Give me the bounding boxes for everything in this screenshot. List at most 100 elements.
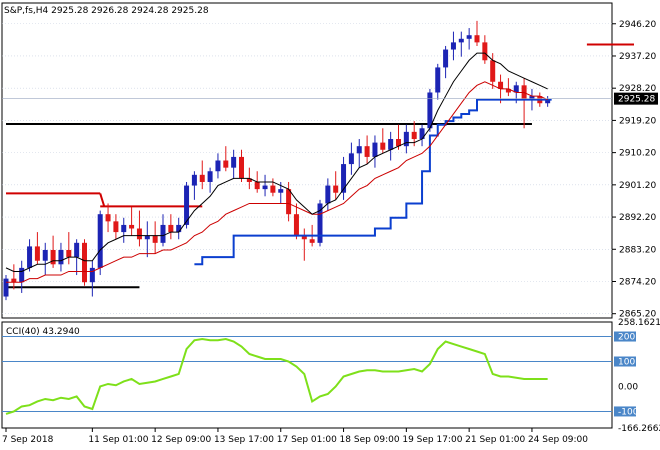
candle[interactable] — [34, 232, 40, 265]
candle[interactable] — [435, 63, 441, 100]
candle[interactable] — [450, 31, 456, 61]
candle[interactable] — [11, 264, 17, 290]
candle[interactable] — [66, 232, 72, 265]
cci-tick-label: 0.00 — [618, 382, 638, 392]
candle[interactable] — [58, 242, 64, 272]
candle-body — [19, 267, 25, 283]
candle[interactable] — [129, 207, 135, 236]
candle[interactable] — [317, 199, 323, 247]
time-tick-label: 19 Sep 17:00 — [402, 435, 462, 445]
candle[interactable] — [356, 139, 362, 168]
cci-panel — [2, 336, 612, 415]
candle[interactable] — [239, 149, 244, 182]
candle[interactable] — [207, 167, 213, 193]
candle-body — [419, 128, 425, 140]
cci-panel-frame — [1, 321, 613, 429]
candle[interactable] — [97, 210, 103, 276]
candle[interactable] — [301, 228, 307, 261]
candle-body — [278, 189, 284, 193]
cci-level-tag — [614, 406, 636, 417]
candle[interactable] — [144, 221, 150, 258]
candle-body — [262, 185, 268, 190]
last-price-value: 2925.28 — [618, 95, 655, 105]
candle-body — [97, 214, 103, 268]
level-connector — [99, 193, 106, 207]
candle[interactable] — [152, 221, 158, 254]
time-tick-label: 11 Sep 01:00 — [88, 435, 148, 445]
candle-body — [231, 156, 237, 168]
candle-body — [74, 242, 80, 258]
candle[interactable] — [490, 53, 496, 89]
candle[interactable] — [443, 45, 449, 79]
candle[interactable] — [545, 96, 551, 107]
candle[interactable] — [482, 35, 488, 64]
candle-body — [11, 278, 17, 283]
candle[interactable] — [333, 171, 339, 200]
price-tick-label: 2946.20 — [619, 20, 656, 30]
candle[interactable] — [403, 124, 409, 154]
candle[interactable] — [427, 88, 433, 132]
candle[interactable] — [42, 242, 48, 276]
candle[interactable] — [262, 174, 268, 197]
candle[interactable] — [293, 203, 299, 240]
candle[interactable] — [89, 260, 95, 297]
candle-body — [372, 142, 378, 157]
time-tick-label: 24 Sep 09:00 — [528, 435, 588, 445]
candle-body — [215, 160, 221, 172]
candle[interactable] — [286, 181, 292, 222]
candle[interactable] — [223, 146, 229, 172]
candle[interactable] — [191, 171, 197, 200]
candle[interactable] — [411, 121, 417, 147]
candle-body — [105, 214, 111, 222]
candle[interactable] — [380, 128, 386, 154]
cci-axis: 258.1621 200 100 0.00 -100 -166.2662 — [614, 318, 660, 434]
candle[interactable] — [231, 149, 237, 179]
price-tick-label: 2937.20 — [619, 52, 656, 62]
candle[interactable] — [168, 214, 174, 240]
candle[interactable] — [372, 135, 378, 168]
candle[interactable] — [388, 131, 394, 161]
candle[interactable] — [113, 214, 119, 240]
candle[interactable] — [270, 178, 276, 197]
cci-label: CCI(40) 43.2940 — [6, 327, 80, 337]
candle[interactable] — [341, 156, 347, 200]
candle[interactable] — [3, 275, 9, 301]
candle[interactable] — [199, 160, 205, 190]
candle[interactable] — [105, 203, 111, 233]
candle-body — [176, 224, 182, 233]
candle-body — [396, 139, 401, 147]
candle[interactable] — [176, 217, 182, 240]
candle[interactable] — [215, 153, 221, 179]
candle[interactable] — [419, 124, 425, 147]
candle[interactable] — [396, 124, 401, 150]
cci-tick-label: 100 — [618, 358, 635, 368]
candle[interactable] — [474, 20, 480, 46]
time-tick-label: 13 Sep 17:00 — [214, 435, 274, 445]
candle-body — [435, 67, 441, 93]
candle[interactable] — [121, 217, 127, 243]
candle-body — [490, 60, 496, 82]
candle[interactable] — [160, 214, 166, 247]
candle-body — [270, 185, 276, 193]
candle[interactable] — [19, 260, 25, 293]
candle[interactable] — [82, 239, 87, 286]
candle-body — [333, 185, 339, 193]
candle[interactable] — [50, 235, 56, 268]
candle-body — [529, 96, 535, 100]
candle[interactable] — [348, 142, 354, 175]
candle[interactable] — [325, 178, 331, 211]
candle[interactable] — [136, 210, 142, 247]
candle[interactable] — [505, 78, 511, 97]
candles[interactable] — [3, 20, 551, 301]
candle[interactable] — [458, 31, 464, 57]
candle[interactable] — [27, 239, 33, 272]
slow-moving-average-line — [6, 81, 548, 283]
last-price-box — [614, 92, 658, 105]
candle-body — [356, 146, 362, 154]
cci-tick-label: -100 — [618, 407, 639, 417]
candle[interactable] — [466, 28, 472, 50]
candle[interactable] — [364, 135, 370, 165]
candle-body — [545, 99, 551, 104]
candle-body — [66, 249, 72, 258]
